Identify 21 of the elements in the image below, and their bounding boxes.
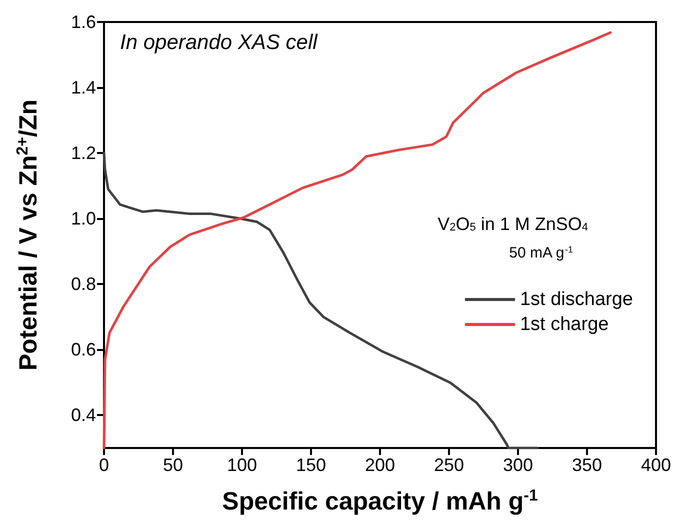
legend-label: 1st discharge — [520, 289, 634, 310]
x-tick-label: 150 — [296, 455, 326, 475]
y-tick-label: 1.4 — [70, 78, 96, 98]
x-tick-label: 200 — [364, 455, 396, 475]
x-tick-label: 250 — [434, 455, 464, 475]
legend-label: 1st charge — [520, 314, 609, 335]
y-axis-title: Potential / V vs Zn2+/Zn — [14, 99, 42, 371]
x-tick-label: 50 — [162, 455, 184, 475]
y-tick-label: 1.0 — [70, 208, 96, 229]
y-tick-label: 0.6 — [70, 340, 96, 360]
y-tick-label: 0.4 — [70, 405, 96, 426]
y-tick-label: 0.8 — [70, 274, 96, 294]
annotation: V2O5 in 1 M ZnSO4 — [438, 214, 588, 234]
y-tick-label: 1.6 — [70, 12, 96, 32]
x-tick-label: 0 — [98, 455, 110, 475]
x-tick-label: 300 — [502, 455, 534, 475]
x-tick-label: 100 — [226, 455, 258, 475]
annotation: In operando XAS cell — [120, 31, 319, 54]
y-tick-label: 1.2 — [70, 143, 96, 164]
x-tick-label: 350 — [572, 455, 602, 475]
x-tick-label: 400 — [640, 455, 672, 475]
